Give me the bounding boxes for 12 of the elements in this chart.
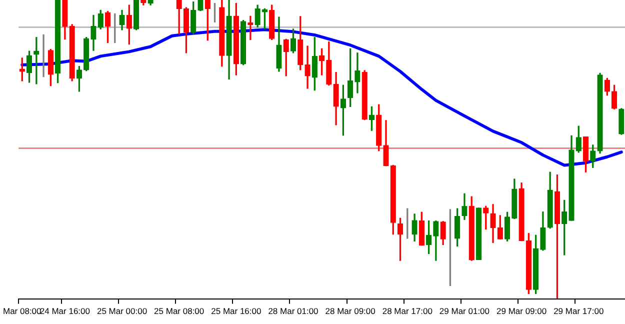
x-tick-label: 24 Mar 16:00: [40, 306, 90, 316]
x-tick-label: 25 Mar 08:00: [154, 306, 204, 316]
x-tick-label: 25 Mar 00:00: [96, 306, 148, 316]
x-tick-label: 28 Mar 09:00: [325, 306, 376, 316]
x-tick-label: Mar 08:00: [2, 306, 42, 316]
x-tick-label: 29 Mar 17:00: [554, 306, 604, 316]
x-tick-label: 25 Mar 16:00: [211, 306, 262, 316]
x-tick-label: 28 Mar 01:00: [268, 306, 319, 316]
x-tick-label: 28 Mar 17:00: [382, 306, 433, 316]
candlestick: [304, 46, 310, 89]
x-tick-label: 29 Mar 01:00: [439, 306, 490, 316]
x-tick-label: 29 Mar 09:00: [496, 306, 547, 316]
